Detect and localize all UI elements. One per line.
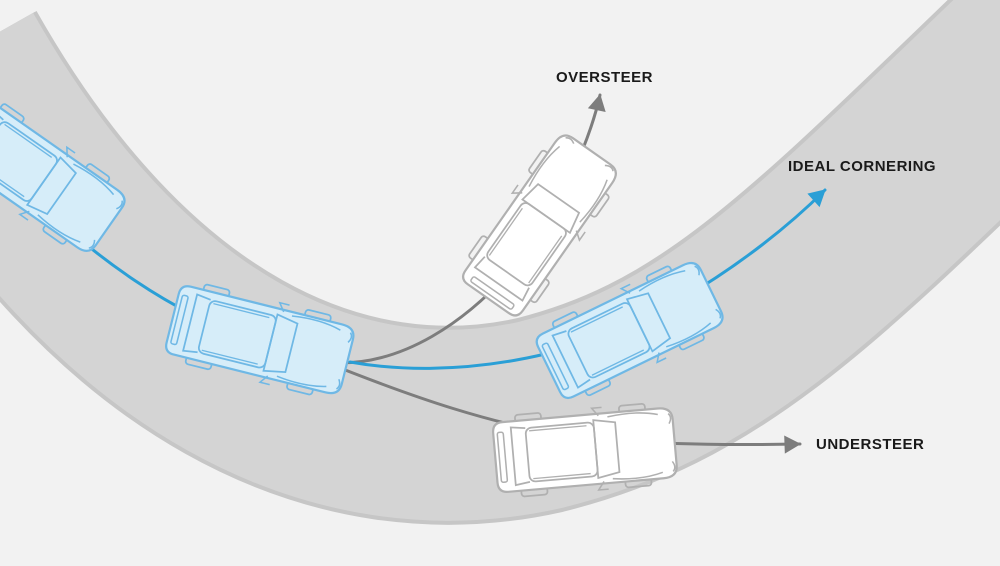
cornering-diagram (0, 0, 1000, 566)
ideal-cornering-label: IDEAL CORNERING (788, 158, 936, 175)
oversteer-label: OVERSTEER (556, 69, 653, 86)
understeer-label: UNDERSTEER (816, 436, 924, 453)
